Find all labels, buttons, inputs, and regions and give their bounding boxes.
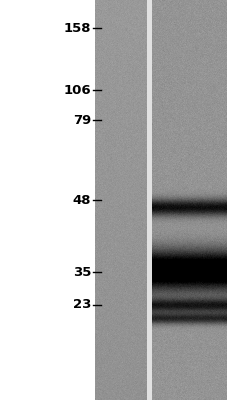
Text: 23: 23 — [72, 298, 91, 312]
Text: 48: 48 — [72, 194, 91, 206]
Text: 79: 79 — [72, 114, 91, 126]
Text: 106: 106 — [63, 84, 91, 96]
Text: 158: 158 — [63, 22, 91, 34]
Text: 35: 35 — [72, 266, 91, 278]
